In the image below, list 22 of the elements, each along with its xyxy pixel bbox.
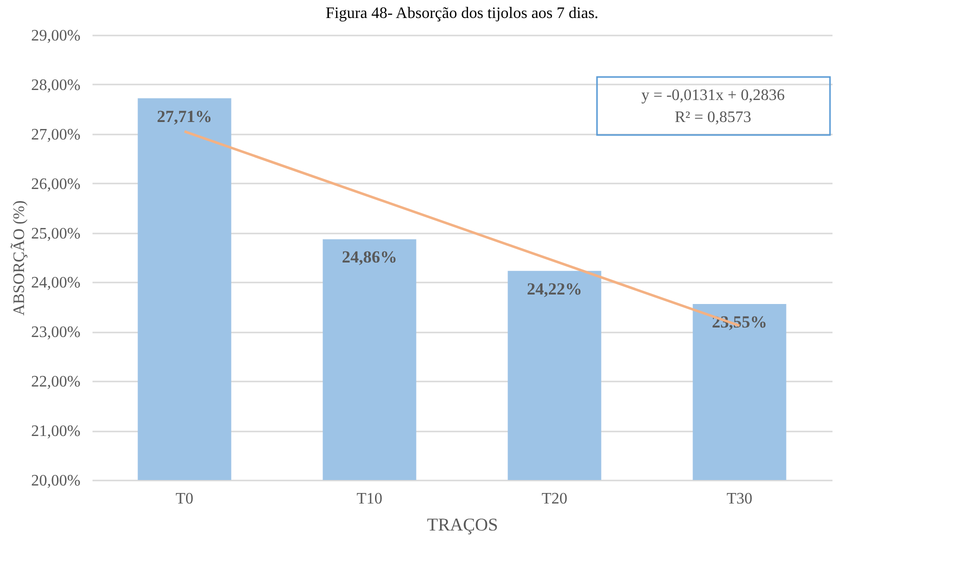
y-tick-label: 24,00% xyxy=(31,274,80,292)
y-axis-title: ABSORÇÃO (%) xyxy=(10,200,28,316)
x-tick-label: T10 xyxy=(356,490,382,508)
x-tick-label: T20 xyxy=(542,490,568,508)
y-tick-label: 28,00% xyxy=(31,76,80,94)
chart-title: Figura 48- Absorção dos tijolos aos 7 dias. xyxy=(326,5,598,22)
annotation: R² = 0,8573 xyxy=(674,109,752,126)
x-tick-label: T30 xyxy=(726,490,752,508)
y-tick-label: 27,00% xyxy=(31,126,80,144)
x-tick-label: T0 xyxy=(176,490,194,508)
y-tick-label: 22,00% xyxy=(31,374,80,391)
y-tick-label: 23,00% xyxy=(31,324,80,342)
y-tick-label: 21,00% xyxy=(31,423,80,440)
data-label: 24,22% xyxy=(526,279,582,298)
y-tick-label: 29,00% xyxy=(31,28,80,44)
y-tick-label: 25,00% xyxy=(31,225,80,242)
y-tick-label: 20,00% xyxy=(31,472,80,490)
x-axis-title: TRAÇOS xyxy=(426,514,498,534)
y-tick-label: 26,00% xyxy=(31,176,80,193)
data-label: 24,86% xyxy=(342,248,398,267)
data-label: 27,71% xyxy=(156,106,212,126)
annotation: y = -0,0131x + 0,2836 xyxy=(641,87,785,104)
